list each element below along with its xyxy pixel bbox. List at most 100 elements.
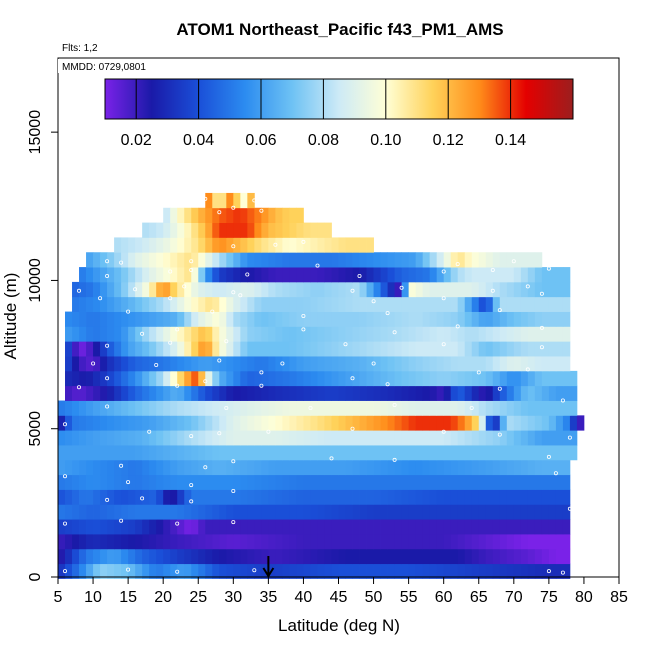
heatmap-cell <box>408 281 417 298</box>
heatmap-cell <box>534 430 543 446</box>
heatmap-cell <box>555 563 564 579</box>
x-tick-label: 75 <box>540 589 558 606</box>
heatmap-cell <box>324 445 332 461</box>
heatmap-cell <box>226 341 234 357</box>
sample-point <box>126 480 131 485</box>
heatmap-cell <box>380 563 388 579</box>
heatmap-cell <box>65 311 73 327</box>
heatmap-cell <box>135 237 143 253</box>
sample-point <box>546 569 551 574</box>
heatmap-cell <box>128 356 136 372</box>
heatmap-cell <box>527 430 536 446</box>
heatmap-cell <box>429 267 438 283</box>
heatmap-cell <box>492 519 501 535</box>
heatmap-cell <box>177 474 185 490</box>
heatmap-cell <box>499 519 508 535</box>
heatmap-cell <box>240 267 248 283</box>
heatmap-cell <box>527 341 536 357</box>
heatmap-cell <box>170 385 178 401</box>
heatmap-cell <box>233 459 241 476</box>
heatmap-cell <box>331 311 339 327</box>
heatmap-cell <box>303 356 311 372</box>
heatmap-cell <box>184 415 192 431</box>
heatmap-cell <box>114 445 122 461</box>
heatmap-cell <box>79 385 87 401</box>
heatmap-cell <box>261 489 269 505</box>
heatmap-cell <box>226 252 234 268</box>
heatmap-cell <box>282 207 290 223</box>
heatmap-cell <box>387 504 395 520</box>
heatmap-cell <box>100 474 108 490</box>
heatmap-cell <box>450 474 459 490</box>
heatmap-cell <box>58 430 66 446</box>
heatmap-cell <box>128 504 136 520</box>
heatmap-cell <box>65 356 73 372</box>
heatmap-cell <box>394 326 403 342</box>
heatmap-cell <box>240 489 248 505</box>
heatmap-cell <box>345 534 353 550</box>
heatmap-cell <box>324 534 332 550</box>
heatmap-cell <box>149 489 157 505</box>
y-tick-label: 15000 <box>27 110 44 155</box>
heatmap-cell <box>534 445 543 461</box>
heatmap-cell <box>226 207 234 223</box>
heatmap-cell <box>156 534 164 550</box>
heatmap-cell <box>373 548 381 565</box>
heatmap-cell <box>156 311 164 327</box>
heatmap-cell <box>282 252 290 268</box>
heatmap-cell <box>163 370 171 387</box>
sample-point <box>245 272 250 277</box>
heatmap-cell <box>72 281 80 298</box>
heatmap-cell <box>198 445 206 461</box>
heatmap-cell <box>191 563 199 579</box>
heatmap-cell <box>457 385 466 401</box>
heatmap-cell <box>191 534 199 550</box>
heatmap-cell <box>534 356 543 372</box>
heatmap-cell <box>191 430 199 446</box>
heatmap-cell <box>541 341 550 357</box>
heatmap-cell <box>541 415 550 431</box>
sample-point <box>119 463 124 468</box>
heatmap-cell <box>121 296 129 312</box>
heatmap-cell <box>240 563 248 579</box>
heatmap-cell <box>401 534 410 550</box>
heatmap-cell <box>226 222 234 238</box>
heatmap-cell <box>142 296 150 312</box>
heatmap-cell <box>492 356 501 372</box>
heatmap-cell <box>233 415 241 431</box>
heatmap-cell <box>373 445 381 461</box>
heatmap-cell <box>366 459 374 476</box>
heatmap-cell <box>135 370 143 387</box>
heatmap-cell <box>506 459 515 476</box>
heatmap-cell <box>86 326 94 342</box>
heatmap-cell <box>163 296 171 312</box>
heatmap-cell <box>366 370 374 387</box>
heatmap-cell <box>464 252 473 268</box>
heatmap-cell <box>506 296 515 312</box>
heatmap-cell <box>275 222 283 238</box>
heatmap-cell <box>555 489 564 505</box>
heatmap-cell <box>373 474 381 490</box>
heatmap-cell <box>436 356 445 372</box>
sample-point <box>343 342 348 347</box>
heatmap-cell <box>471 281 480 298</box>
heatmap-cell <box>345 267 353 283</box>
heatmap-cell <box>331 341 339 357</box>
heatmap-cell <box>506 281 515 298</box>
heatmap-cell <box>135 459 143 476</box>
heatmap-cell <box>443 370 452 387</box>
sample-point <box>77 288 82 293</box>
heatmap-cell <box>401 489 410 505</box>
heatmap-cell <box>408 415 417 431</box>
heatmap-cell <box>548 370 557 387</box>
heatmap-cell <box>422 385 431 401</box>
heatmap-cell <box>457 489 466 505</box>
sample-point <box>259 208 264 213</box>
heatmap-cell <box>450 370 459 387</box>
heatmap-cell <box>492 341 501 357</box>
heatmap-cell <box>303 370 311 387</box>
heatmap-cell <box>212 281 220 298</box>
heatmap-cell <box>261 459 269 476</box>
heatmap-cell <box>380 370 388 387</box>
heatmap-cell <box>114 534 122 550</box>
